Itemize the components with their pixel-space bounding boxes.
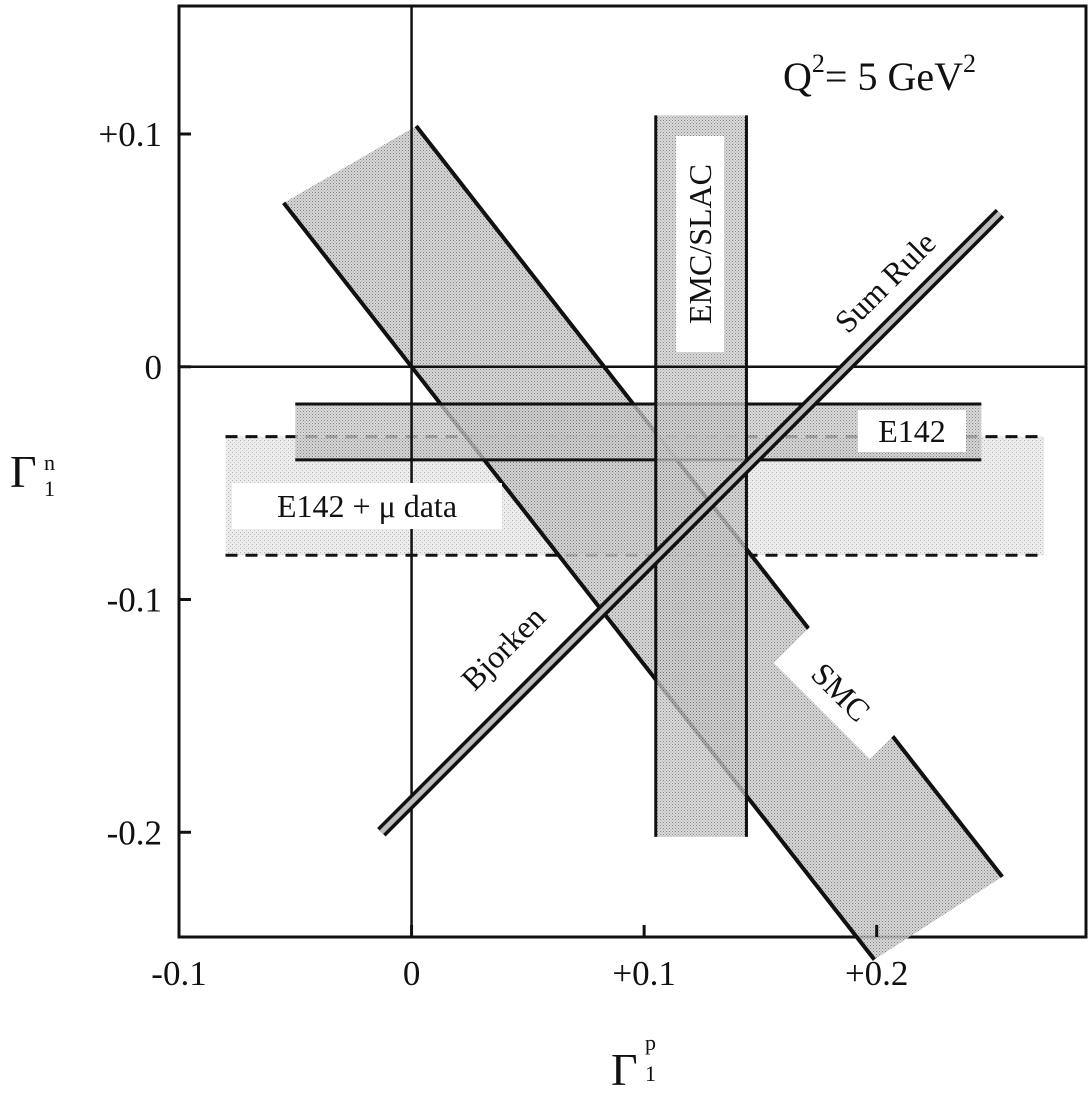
e142-label-group: E142: [858, 410, 966, 452]
axis-ticks: -0.1 0 +0.1 +0.2 +0.1 0 -0.1 -0.2: [99, 115, 909, 993]
bjorken-sum-rule-line: [377, 208, 1005, 837]
y-tick-label-3: -0.2: [107, 813, 162, 852]
e142-mu-label-group: E142 + μ data: [232, 483, 502, 529]
y-axis-label-main: Γ: [10, 446, 37, 497]
q2-symbol: Q: [783, 54, 812, 99]
e142-label: E142: [878, 413, 946, 449]
y-tick-label-2: -0.1: [107, 581, 162, 620]
emc-slac-label-group: EMC/SLAC: [676, 136, 724, 352]
bjorken-line-inner: [379, 211, 1002, 835]
emc-slac-label: EMC/SLAC: [682, 164, 718, 324]
x-tick-label-2: +0.1: [612, 954, 676, 993]
smc-band-lower-edge: [282, 201, 876, 961]
zero-lines: [179, 6, 1086, 937]
y-axis-label: Γ n 1: [10, 446, 55, 501]
x-tick-label-1: 0: [403, 954, 421, 993]
bjorken-label-group: Bjorken: [435, 580, 570, 715]
y-axis-label-sup: n: [44, 450, 55, 475]
x-axis-label-main: Γ: [611, 1044, 638, 1095]
q2-exponent: 2: [812, 49, 825, 78]
y-tick-label-0: +0.1: [99, 115, 163, 154]
q2-unit-exponent: 2: [963, 49, 976, 78]
e142-mu-label: E142 + μ data: [277, 488, 457, 524]
y-axis-label-sub: 1: [44, 476, 55, 501]
q2-value: = 5 GeV: [825, 54, 963, 99]
x-tick-label-0: -0.1: [151, 954, 206, 993]
x-axis-label: Γ p 1: [611, 1030, 656, 1095]
plot-frame: [177, 4, 1088, 939]
x-axis-label-sub: 1: [645, 1061, 656, 1086]
smc-band-fill: [283, 126, 1003, 960]
q2-annotation: Q2= 5 GeV2: [783, 49, 976, 99]
y-tick-label-1: 0: [145, 348, 163, 387]
x-tick-label-3: +0.2: [845, 954, 909, 993]
x-axis-label-sup: p: [645, 1030, 656, 1055]
